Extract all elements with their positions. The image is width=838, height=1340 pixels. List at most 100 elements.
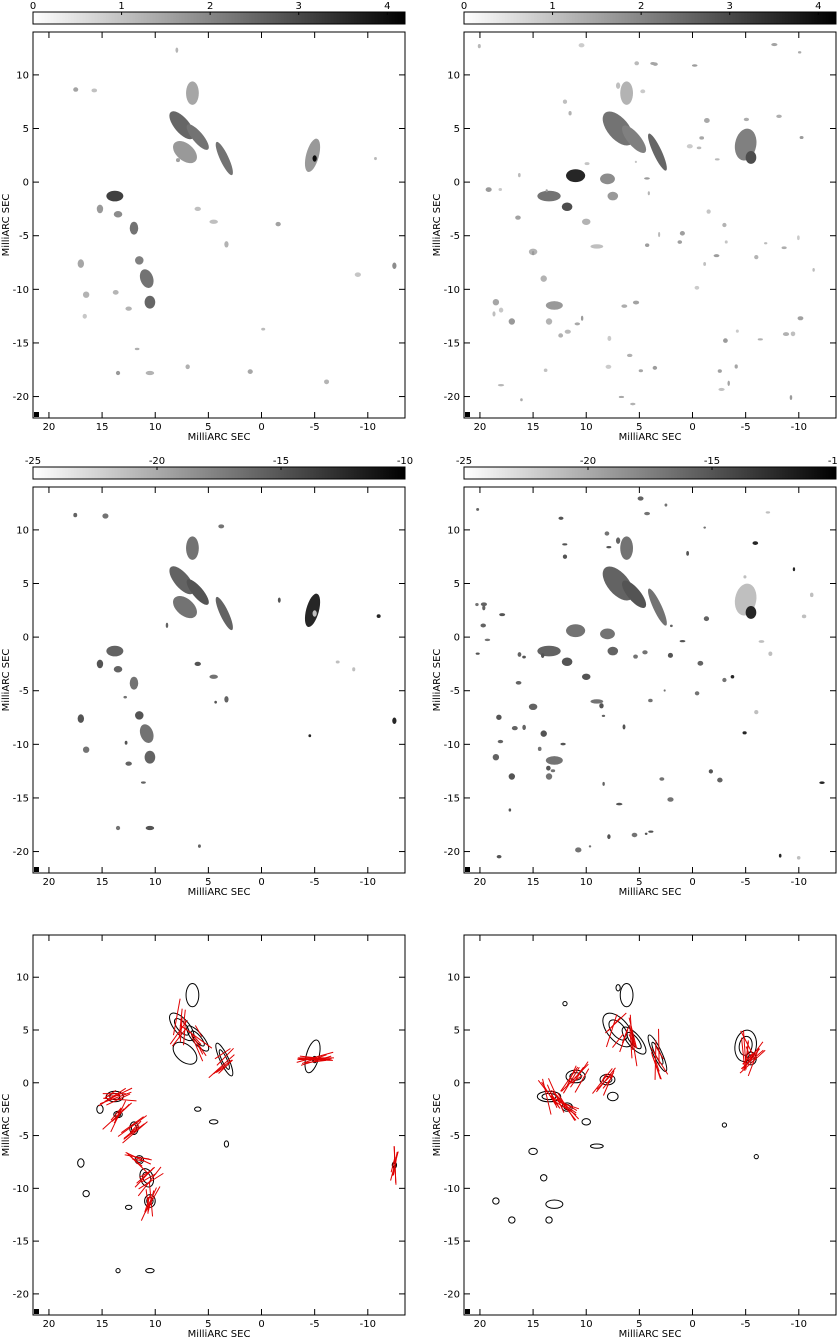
emission-component: [696, 146, 702, 150]
emission-component: [797, 235, 800, 241]
x-axis-label: MilliARC SEC: [188, 1329, 251, 1340]
axes: 20 15 10 5 0 -5 -10 10 5 0 -5 -10 -15 -20 MilliARC SEC…: [1, 934, 406, 1340]
y-tick-label: -5: [450, 1131, 460, 1142]
emission-component: [475, 602, 479, 607]
polarization-vector: [137, 1166, 162, 1197]
emission-component: [172, 596, 197, 619]
emission-component: [581, 218, 591, 226]
emission-component: [648, 133, 667, 171]
emission-component: [531, 251, 535, 256]
contour-level: [619, 983, 634, 1008]
x-tick-label: 10: [580, 422, 593, 433]
emission-component: [792, 567, 796, 572]
polarization-vector: [651, 1054, 662, 1080]
emission-component: [644, 511, 650, 516]
polarization-vector: [172, 998, 181, 1036]
x-tick-label: -10: [791, 877, 807, 888]
plot-frame: [32, 486, 406, 874]
contour-level: [753, 1154, 759, 1160]
emission-component: [186, 579, 209, 605]
emission-component: [626, 549, 633, 553]
emission-component: [644, 243, 650, 248]
emission-component: [545, 318, 553, 325]
emission-component: [599, 703, 604, 709]
polarization-vector: [144, 1195, 151, 1213]
emission-component: [115, 370, 121, 376]
emission-component: [633, 654, 638, 659]
polarization-vector: [216, 1047, 234, 1066]
emission-component: [658, 231, 661, 238]
emission-component: [659, 777, 665, 781]
emission-component: [648, 698, 653, 703]
emission-component: [634, 61, 640, 66]
polarization-vector: [554, 1093, 580, 1120]
emission-component: [522, 724, 526, 731]
x-tick-label: 20: [43, 422, 56, 433]
polarization-vector: [179, 1024, 213, 1049]
emission-component: [560, 742, 566, 746]
polarization-vector: [550, 1095, 577, 1114]
contour-level: [508, 1216, 516, 1224]
y-tick-label: 10: [16, 70, 29, 81]
emission-component: [335, 660, 340, 664]
emission-component: [545, 756, 563, 765]
contour-level: [721, 1122, 728, 1128]
x-tick-label: 15: [96, 877, 109, 888]
y-axis-label: MilliARC SEC: [432, 194, 443, 257]
emission-component: [96, 204, 104, 214]
y-tick-label: 10: [16, 525, 29, 536]
y-axis-label: MilliARC SEC: [432, 1094, 443, 1157]
polarization-vector: [621, 1027, 629, 1044]
emission-component: [735, 329, 739, 333]
emission-component: [743, 575, 747, 579]
emission-component: [797, 51, 802, 54]
emission-component: [677, 240, 683, 244]
contour-level: [545, 1199, 564, 1209]
y-tick-label: 10: [447, 70, 460, 81]
emission-component: [667, 652, 674, 658]
emission-component: [480, 602, 487, 607]
emission-component: [511, 725, 518, 731]
emission-component: [789, 395, 793, 400]
x-tick-label: 5: [636, 1319, 642, 1330]
x-tick-label: -5: [741, 422, 751, 433]
emission-component: [602, 781, 605, 786]
emission-component: [776, 114, 782, 118]
emission-component: [125, 761, 132, 766]
emission-component: [134, 347, 140, 351]
beam-marker: [465, 412, 470, 417]
contour-level: [615, 984, 621, 992]
y-tick-label: 5: [454, 124, 460, 135]
x-tick-label: 20: [474, 422, 487, 433]
emission-component: [175, 158, 181, 163]
emission-component: [644, 177, 650, 180]
x-tick-label: 10: [580, 1319, 593, 1330]
emission-map: [73, 512, 397, 848]
emission-component: [703, 526, 706, 529]
emission-component: [376, 614, 381, 619]
polarization-vector: [747, 1047, 760, 1077]
emission-component: [621, 304, 628, 308]
emission-component: [714, 158, 720, 161]
y-tick-label: -5: [19, 1131, 29, 1142]
x-tick-label: -5: [310, 877, 320, 888]
emission-component: [566, 624, 586, 638]
polarization-vector: [740, 1049, 764, 1070]
emission-component: [352, 667, 356, 672]
contour-level: [223, 1140, 230, 1148]
polarization-vector: [550, 1092, 560, 1108]
y-tick-label: -20: [444, 847, 460, 858]
emission-component: [644, 832, 648, 835]
polarization-vector: [392, 1151, 398, 1176]
emission-component: [197, 844, 201, 848]
x-tick-label: 20: [43, 877, 56, 888]
colorbar-tick-label: 2: [638, 1, 644, 12]
emission-component: [484, 638, 491, 642]
emission-component: [564, 329, 571, 334]
emission-component: [790, 331, 796, 337]
emission-component: [650, 61, 656, 65]
emission-component: [717, 369, 722, 373]
emission-component: [77, 259, 85, 268]
polarization-vector: [298, 1057, 331, 1061]
polarization-vector: [658, 1028, 660, 1066]
